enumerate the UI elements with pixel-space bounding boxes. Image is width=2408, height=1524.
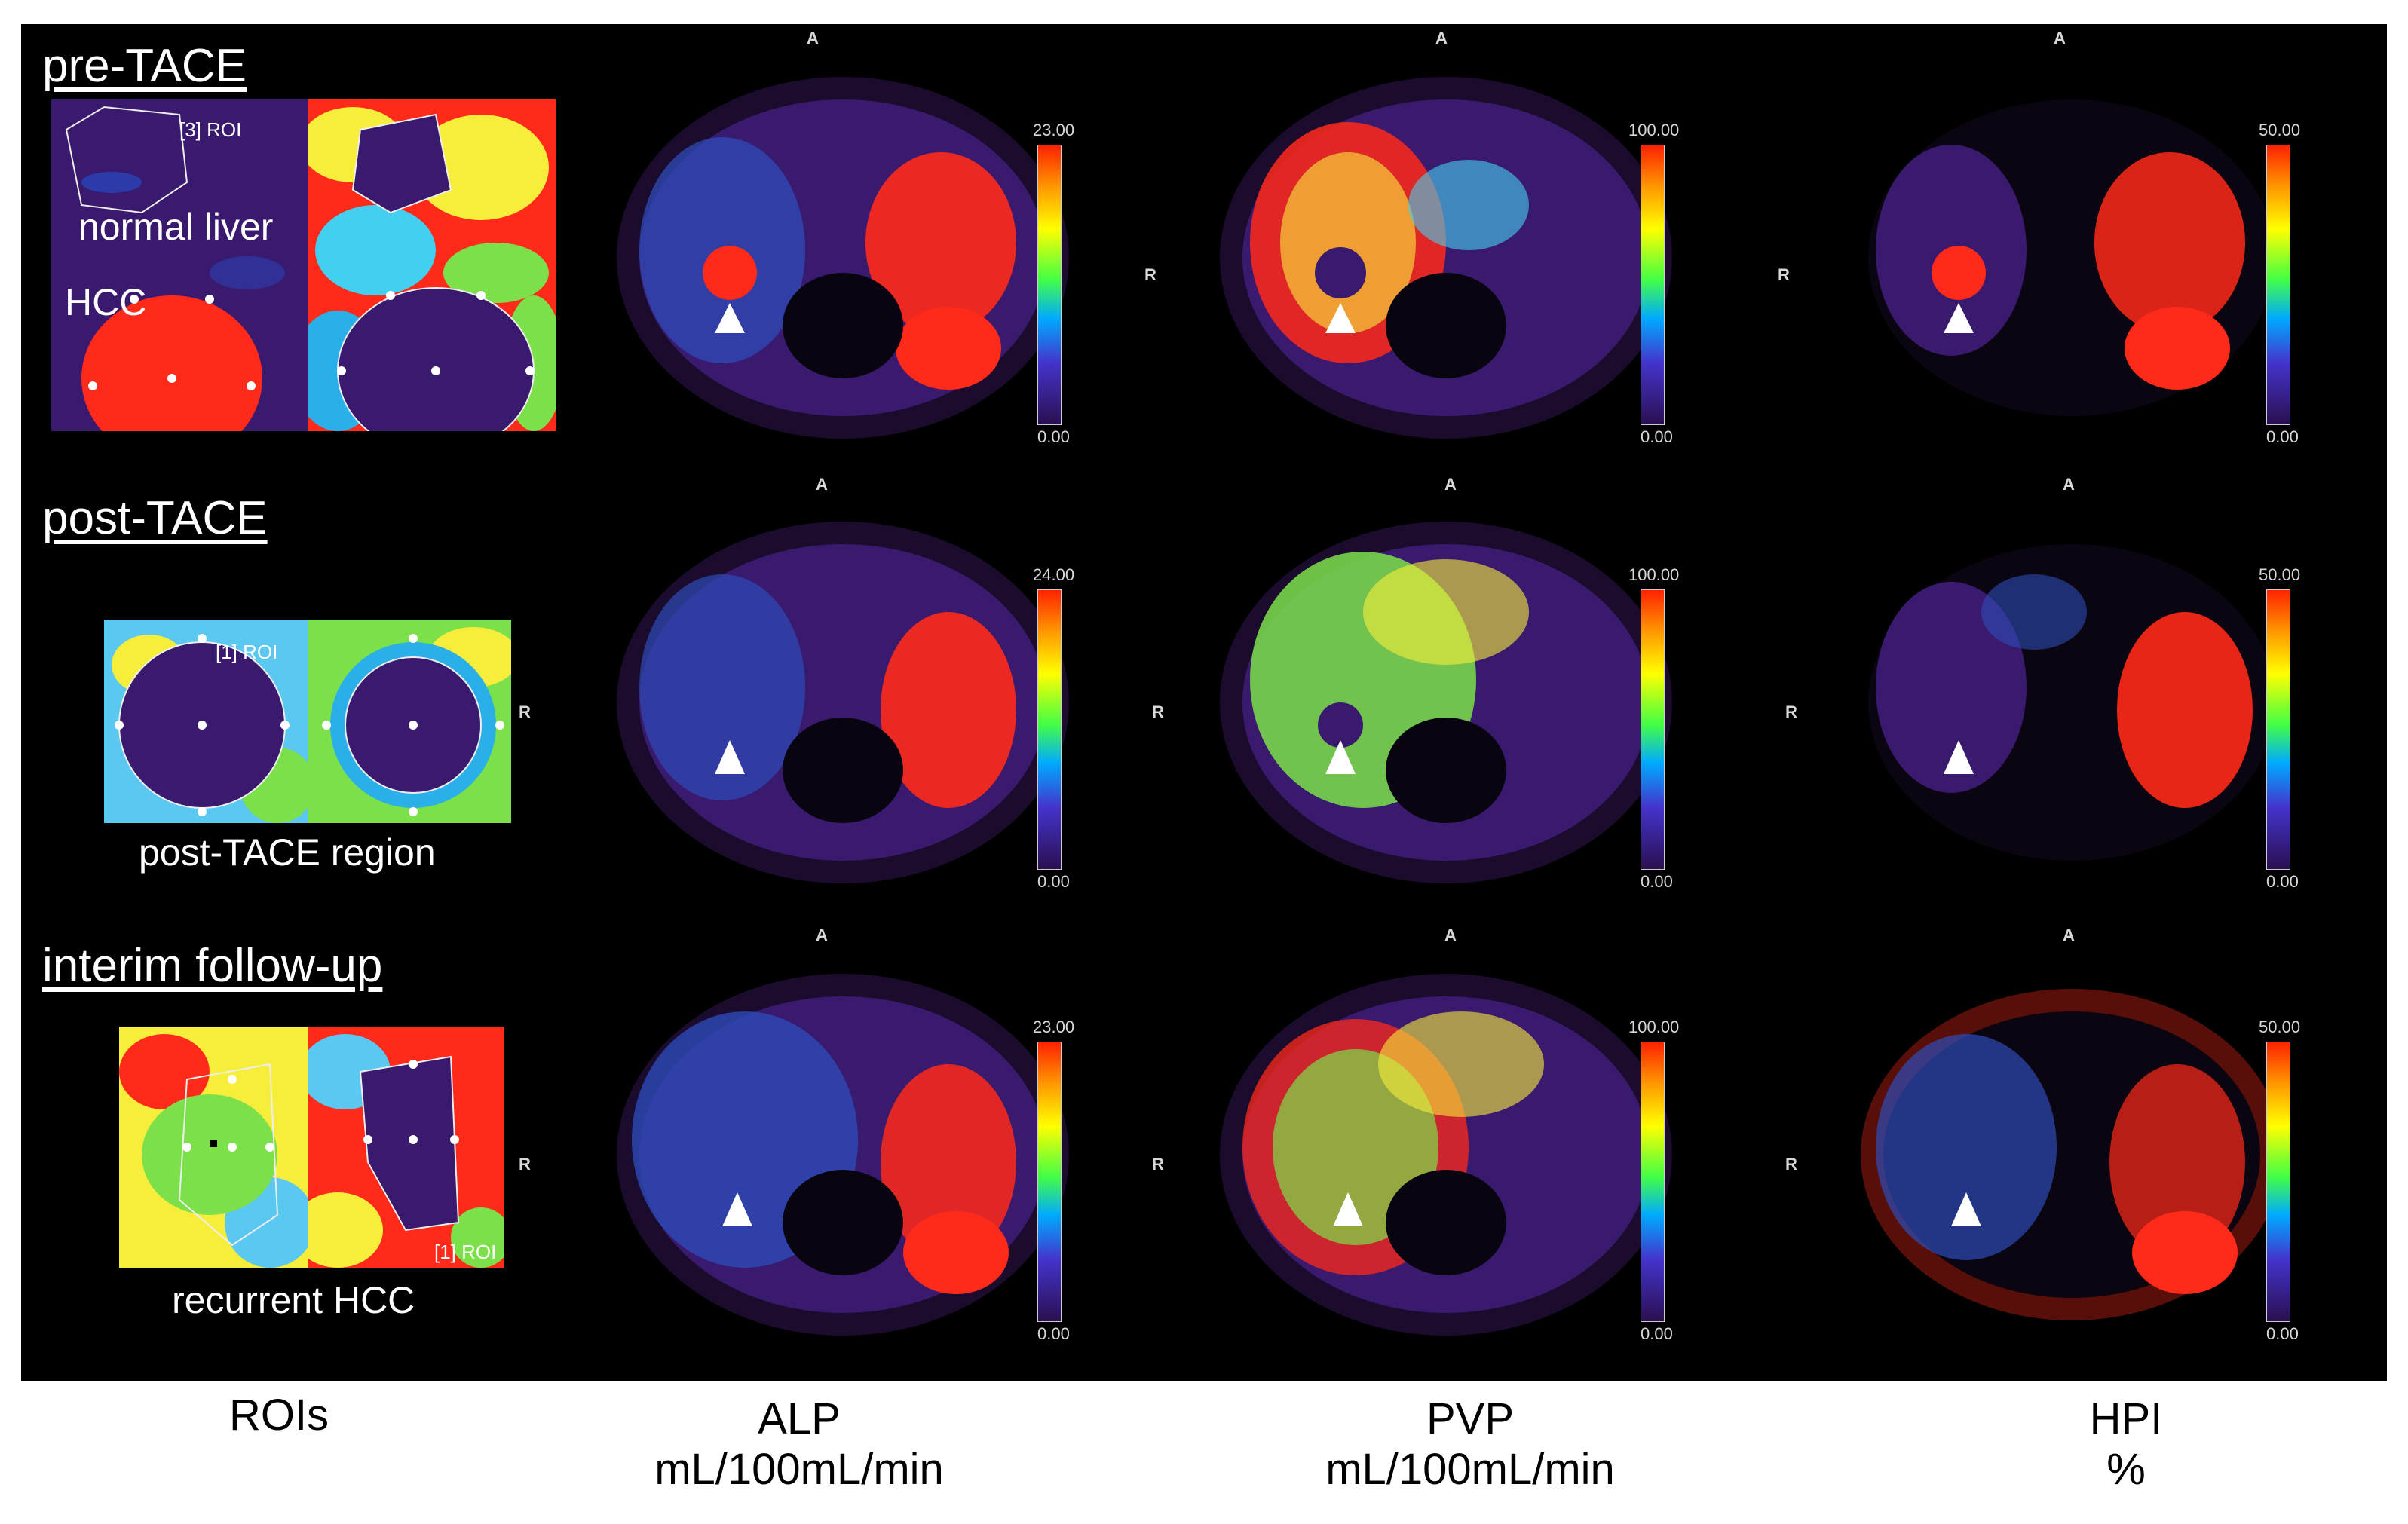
- hpi-colorbar: [2266, 589, 2290, 870]
- orientation-anterior: A: [1435, 29, 1448, 47]
- column-label-pvp: PVP mL/100mL/min: [1251, 1394, 1689, 1495]
- orientation-anterior: A: [816, 926, 828, 944]
- pvp-min-tick: 0.00: [1641, 427, 1673, 446]
- hpi-map-post-tace: [1846, 522, 2298, 883]
- orientation-right: R: [1785, 702, 1797, 721]
- roi-tag: [3] ROI: [179, 118, 242, 141]
- pvp-max-tick: 100.00: [1628, 565, 1680, 584]
- alp-max-tick: 23.00: [1033, 121, 1075, 139]
- column-label-pvp-unit: mL/100mL/min: [1325, 1444, 1615, 1494]
- row-title-post-tace: post-TACE: [42, 492, 268, 544]
- roi-inset-image: [308, 99, 556, 431]
- roi-label-recurrent-hcc: recurrent HCC: [172, 1279, 415, 1321]
- alp-min-tick: 0.00: [1037, 427, 1070, 446]
- roi-inset-image: [308, 620, 511, 823]
- alp-colorbar: [1037, 589, 1062, 870]
- column-label-hpi: HPI %: [2020, 1394, 2232, 1495]
- pvp-max-tick: 100.00: [1628, 1018, 1680, 1036]
- alp-map-post-tace: [617, 522, 1069, 883]
- roi-inset-post-tace-alp: [104, 620, 308, 823]
- alp-max-tick: 23.00: [1033, 1018, 1075, 1036]
- row-title-interim-follow-up: interim follow-up: [42, 940, 383, 992]
- roi-inset-post-tace-pvp: [308, 620, 511, 823]
- orientation-right: R: [1144, 265, 1157, 284]
- hpi-min-tick: 0.00: [2266, 1324, 2299, 1343]
- hpi-min-tick: 0.00: [2266, 427, 2299, 446]
- hpi-max-tick: 50.00: [2259, 1018, 2301, 1036]
- orientation-anterior: A: [2063, 926, 2075, 944]
- orientation-anterior: A: [807, 29, 819, 47]
- alp-map-pre-tace: [617, 77, 1069, 439]
- pvp-map-post-tace: [1220, 522, 1672, 883]
- hpi-min-tick: 0.00: [2266, 872, 2299, 891]
- roi-inset-normal-liver-pvp: [308, 99, 556, 431]
- roi-tag: [1] ROI: [434, 1241, 497, 1263]
- roi-inset-recurrent-hcc-alp: [119, 1027, 308, 1268]
- orientation-anterior: A: [816, 475, 828, 494]
- roi-tag: [1] ROI: [216, 641, 278, 663]
- column-label-rois: ROIs: [228, 1391, 329, 1440]
- pvp-min-tick: 0.00: [1641, 1324, 1673, 1343]
- hpi-map-interim-follow-up: [1846, 974, 2298, 1336]
- orientation-anterior: A: [2054, 29, 2066, 47]
- orientation-right: R: [519, 702, 531, 721]
- roi-inset-normal-liver-alp: [51, 99, 308, 431]
- orientation-anterior: A: [1444, 475, 1457, 494]
- pvp-max-tick: 100.00: [1628, 121, 1680, 139]
- orientation-right: R: [519, 1155, 531, 1174]
- pvp-colorbar: [1641, 589, 1665, 870]
- column-label-alp-name: ALP: [758, 1394, 841, 1443]
- hpi-colorbar: [2266, 1042, 2290, 1322]
- hpi-colorbar: [2266, 145, 2290, 425]
- hpi-max-tick: 50.00: [2259, 565, 2301, 584]
- alp-map-interim-follow-up: [617, 974, 1069, 1336]
- hpi-max-tick: 50.00: [2259, 121, 2301, 139]
- orientation-anterior: A: [2063, 475, 2075, 494]
- pvp-colorbar: [1641, 145, 1665, 425]
- orientation-anterior: A: [1444, 926, 1457, 944]
- alp-min-tick: 0.00: [1037, 1324, 1070, 1343]
- roi-label-normal-liver: normal liver: [78, 206, 274, 248]
- orientation-right: R: [1785, 1155, 1797, 1174]
- orientation-right: R: [1152, 1155, 1164, 1174]
- orientation-right: R: [1778, 265, 1790, 284]
- roi-label-hcc: HCC: [65, 281, 147, 323]
- pvp-map-pre-tace: [1220, 77, 1672, 439]
- orientation-right: R: [1152, 702, 1164, 721]
- roi-inset-image: [51, 99, 308, 431]
- hpi-map-pre-tace: [1846, 77, 2298, 439]
- column-label-alp-unit: mL/100mL/min: [654, 1444, 944, 1494]
- column-label-hpi-unit: %: [2106, 1444, 2146, 1494]
- pvp-min-tick: 0.00: [1641, 872, 1673, 891]
- alp-colorbar: [1037, 1042, 1062, 1322]
- alp-colorbar: [1037, 145, 1062, 425]
- pvp-map-interim-follow-up: [1220, 974, 1672, 1336]
- roi-label-post-tace-region: post-TACE region: [139, 831, 436, 874]
- roi-inset-image: [104, 620, 308, 823]
- column-label-alp: ALP mL/100mL/min: [588, 1394, 1010, 1495]
- row-title-pre-tace: pre-TACE: [42, 40, 247, 92]
- alp-min-tick: 0.00: [1037, 872, 1070, 891]
- pvp-colorbar: [1641, 1042, 1665, 1322]
- column-label-hpi-name: HPI: [2089, 1394, 2163, 1443]
- roi-inset-image: [308, 1027, 504, 1268]
- alp-max-tick: 24.00: [1033, 565, 1075, 584]
- figure-panel: pre-TACE [3] ROI nor: [21, 24, 2387, 1381]
- column-label-pvp-name: PVP: [1426, 1394, 1515, 1443]
- roi-inset-image: [119, 1027, 308, 1268]
- roi-inset-recurrent-hcc-pvp: [308, 1027, 504, 1268]
